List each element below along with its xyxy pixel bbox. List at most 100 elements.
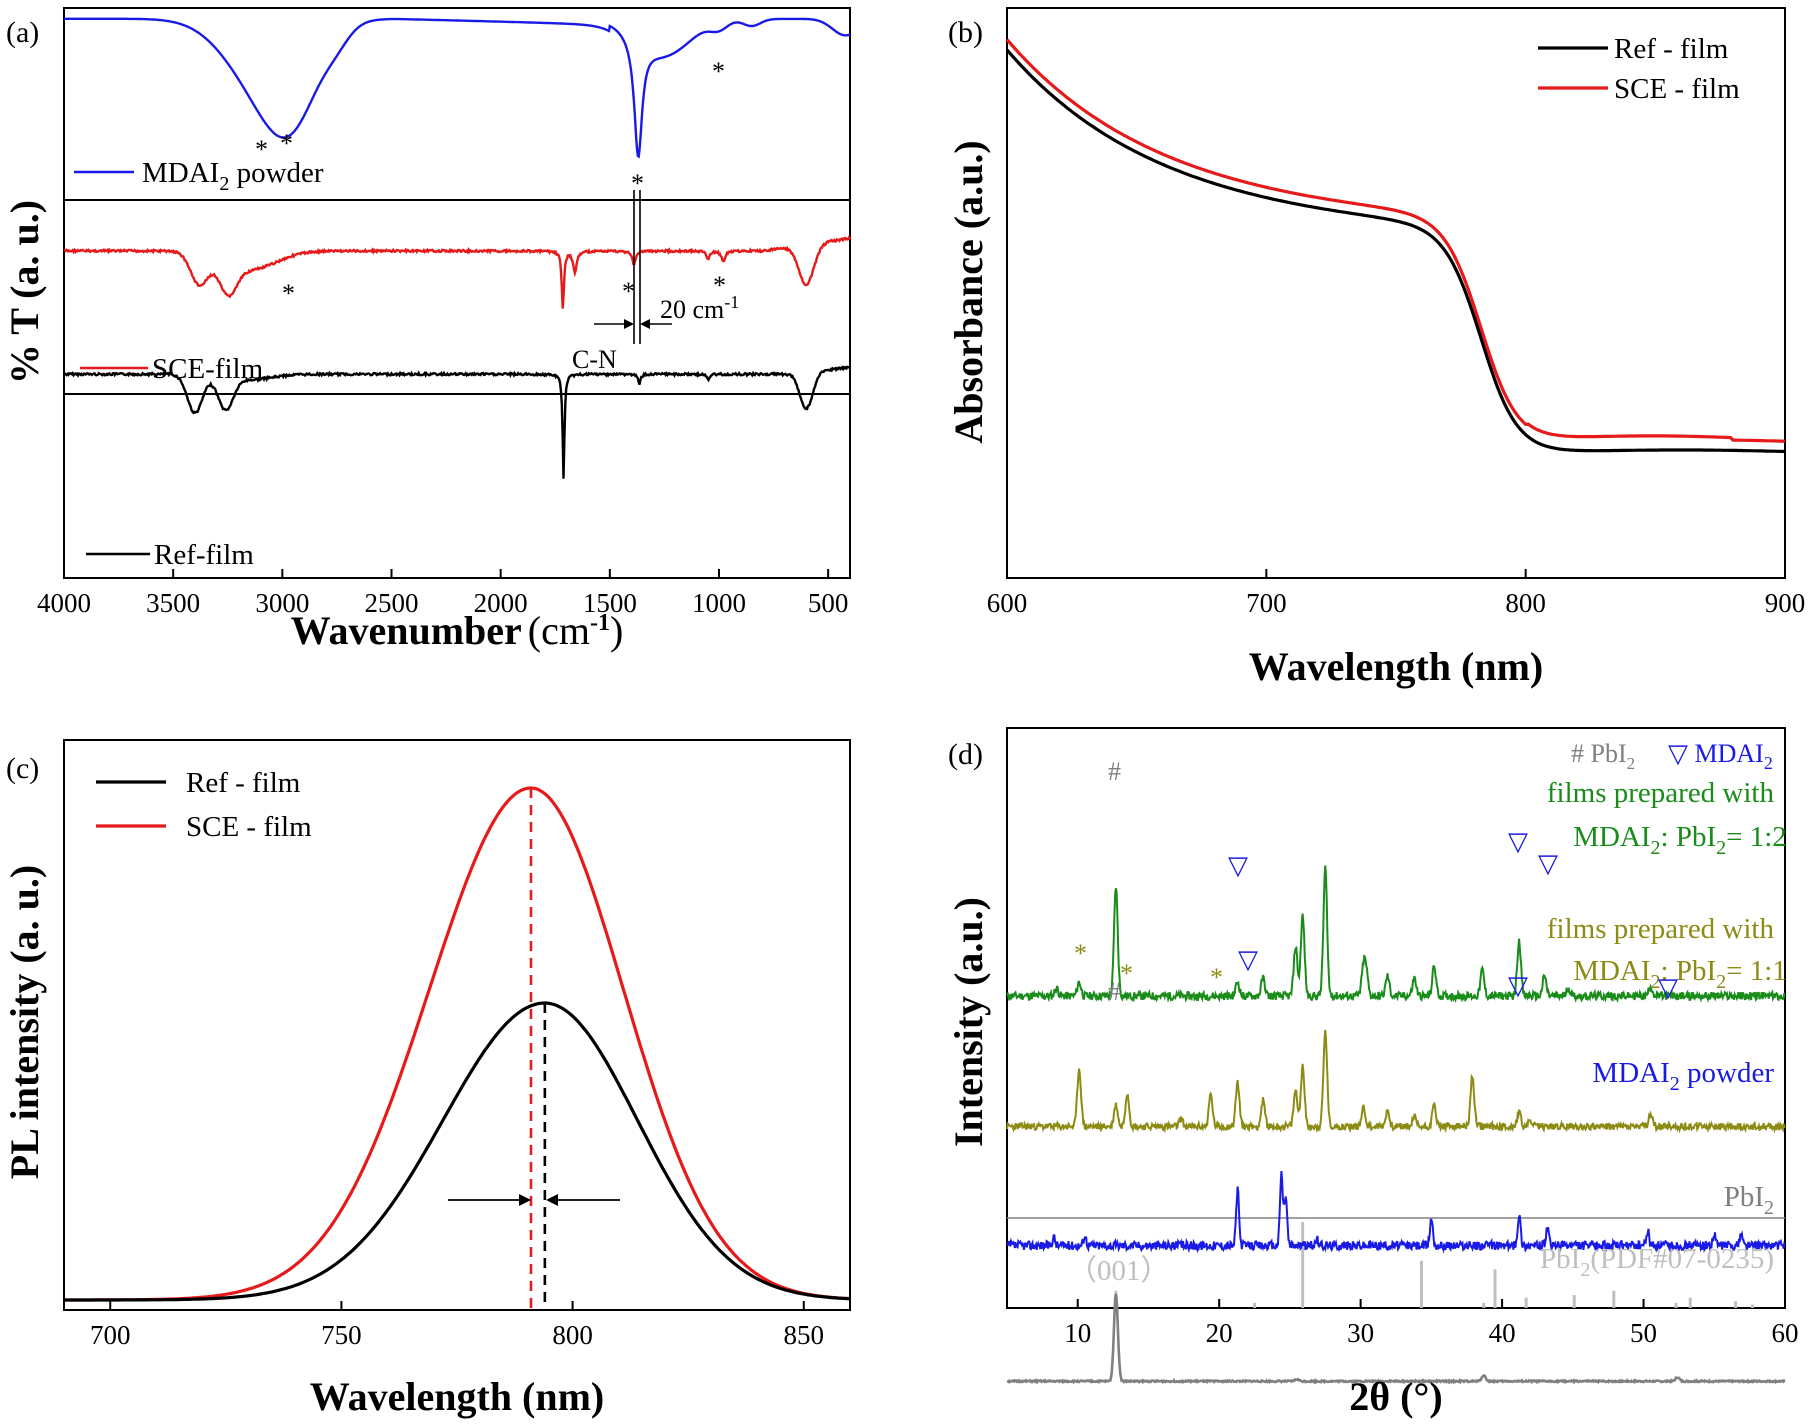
panel-d-marker-hash: # [1108,757,1121,786]
panel-d-ylabel: Intensity (a.u.) [946,897,991,1147]
xtick-label: 4000 [37,588,91,618]
panel-a-shift-arrowhead-left [624,319,634,329]
xtick-label: 3500 [146,588,200,618]
panel-a-cn-label: C-N [572,345,617,374]
panel-d-marker-tri: ▽ [1238,945,1258,974]
xtick-label: 2500 [365,588,419,618]
panel-d-marker-star: * [1074,939,1087,968]
xtick-label: 700 [1246,588,1287,618]
xtick-label: 2000 [474,588,528,618]
panel-b-legend-sce: SCE - film [1614,73,1740,105]
panel-d-olive-label-2: MDAI2: PbI2= 1:1 [1573,955,1787,993]
panel-d-green-label-1: films prepared with [1547,777,1775,809]
panel-a-star: * [282,279,295,308]
xtick-label: 40 [1489,1318,1516,1348]
panel-a: (a) 4000 3500 3000 2500 2000 1500 1000 500 MDAI… [2,7,852,653]
panel-b-xlabel: Wavelength (nm) [1249,644,1543,689]
panel-b-xticks: 600 700 800 900 [987,569,1806,618]
panel-c-ylabel: PL intensity (a. u.) [2,865,47,1179]
panel-a-xlabel: Wavenumber (cm-1) [291,608,624,653]
panel-d-marker-tri: ▽ [1658,973,1678,1002]
xtick-label: 60 [1772,1318,1799,1348]
panel-b-frame [1006,7,1786,579]
panel-b-series-sce-film [1005,38,1786,443]
panel-a-label: (a) [6,16,39,49]
panel-a-star: * [712,57,725,86]
panel-d-reference-sticks [1114,1222,1754,1308]
panel-c-frame [63,739,851,1311]
panel-c-series-ref-film [64,1001,851,1302]
panel-a-legend-ref: Ref-film [154,539,254,571]
panel-d-ref-label: PbI2(PDF#07-0235) [1540,1243,1774,1281]
panel-d-ref-001-label: （001） [1068,1255,1170,1287]
xtick-label: 20 [1206,1318,1233,1348]
panel-d-frame [1006,727,1786,1309]
panel-b-label: (b) [948,16,983,49]
xtick-label: 1000 [692,588,746,618]
panel-d-legend-mdai: ▽ MDAI2 [1668,739,1773,773]
panel-d-green-label-2: MDAI2: PbI2= 1:2 [1573,821,1787,859]
panel-d-marker-tri: ▽ [1228,851,1248,880]
panel-a-series-mdai-powder [64,17,851,159]
panel-a-shift-arrowhead-right [640,319,650,329]
panel-a-shift-label: 20 cm-1 [660,292,739,324]
xtick-label: 600 [987,588,1028,618]
panel-a-xticks: 4000 3500 3000 2500 2000 1500 1000 500 [37,569,848,618]
panel-d-series-mdai-powder [1006,1171,1786,1254]
panel-c: (c) 700 750 800 850 Ref - film SCE - film W… [2,739,851,1419]
panel-c-xticks: 700 750 800 850 [90,1301,824,1350]
xtick-label: 500 [808,588,849,618]
panel-a-star: * [622,277,635,306]
panel-c-legend-sce: SCE - film [186,811,312,843]
panel-a-ylabel: % T (a. u.) [2,200,47,384]
panel-d-xticks: 10 20 30 40 50 60 [1064,1299,1799,1348]
panel-c-xlabel: Wavelength (nm) [310,1374,604,1419]
xtick-label: 1500 [583,588,637,618]
panel-b-ylabel: Absorbance (a.u.) [946,140,991,443]
xtick-label: 850 [784,1320,825,1350]
panel-a-star: * [713,271,726,300]
panel-a-frame [63,7,851,579]
panel-d: (d) 10 20 30 40 50 60 # PbI2 ▽ MDAI2 films pr… [946,727,1799,1419]
xtick-label: 800 [552,1320,593,1350]
xtick-label: 900 [1765,588,1806,618]
xtick-label: 700 [90,1320,131,1350]
xtick-label: 10 [1064,1318,1091,1348]
panel-c-arrowhead-right [546,1194,558,1206]
panel-d-xlabel: 2θ (°) [1349,1374,1443,1419]
panel-a-star: * [280,129,293,158]
panel-d-olive-label-1: films prepared with [1547,913,1775,945]
panel-a-star: * [255,135,268,164]
xtick-label: 800 [1505,588,1546,618]
panel-d-marker-star: * [1210,963,1223,992]
xtick-label: 30 [1347,1318,1374,1348]
panel-d-legend-pbi2: # PbI2 [1571,739,1635,773]
panel-b-series-ref-film [1005,48,1786,454]
panel-d-marker-tri: ▽ [1508,827,1528,856]
panel-d-label: (d) [948,738,983,771]
panel-b: (b) 600 700 800 900 Ref - film SCE - film W… [946,7,1806,689]
panel-c-arrowhead-left [519,1194,531,1206]
panel-a-star: * [631,169,644,198]
panel-c-series-sce-film [64,786,851,1302]
xtick-label: 3000 [255,588,309,618]
panel-d-series-1-2 [1006,865,1786,1004]
panel-b-legend-ref: Ref - film [1614,33,1729,65]
panel-d-series-1-1 [1006,1029,1786,1134]
panel-d-marker-hash: # [1108,977,1121,1006]
panel-d-marker-tri: ▽ [1508,971,1528,1000]
panel-d-series-pbi2 [1006,1293,1786,1385]
panel-d-marker-tri: ▽ [1538,849,1558,878]
panel-c-legend-ref: Ref - film [186,767,301,799]
xtick-label: 750 [321,1320,362,1350]
panel-c-label: (c) [6,752,39,785]
panel-a-legend-mdai: MDAI2 powder [142,157,324,195]
panel-d-marker-star: * [1120,959,1133,988]
panel-d-gray-label: PbI2 [1724,1181,1774,1219]
panel-a-series-ref-film [63,365,851,479]
panel-d-blue-label: MDAI2 powder [1592,1057,1774,1095]
panel-a-legend-sce: SCE-film [152,353,264,385]
xtick-label: 50 [1630,1318,1657,1348]
panel-a-series-sce-film [63,234,852,309]
